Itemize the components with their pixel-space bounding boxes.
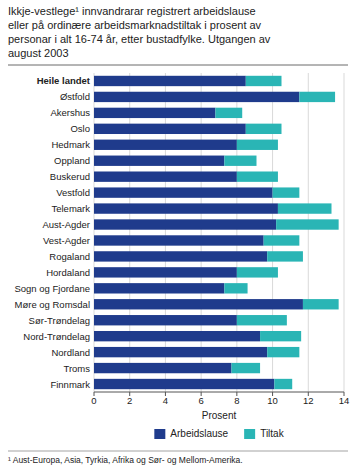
x-tick-label: 6 [198,395,203,406]
y-tick-label: Nord-Trøndelag [23,331,90,342]
x-tick-label: 0 [91,395,96,406]
legend-item: Tiltak [244,428,285,439]
bar [94,219,276,229]
legend-label: Arbeidslause [170,428,228,439]
bar [94,108,215,118]
x-axis-line [94,392,344,393]
bar [264,235,300,245]
bar [246,124,282,134]
footnote: ¹ Aust-Europa, Asia, Tyrkia, Afrika og S… [8,455,243,465]
bar [94,171,237,181]
grid-line [165,73,166,392]
bar [246,76,282,86]
bar [94,124,246,134]
grid-line [94,73,95,392]
y-tick-label: Oppland [54,155,90,166]
bar [215,108,242,118]
bar [94,363,232,373]
y-tick-label: Telemark [51,203,90,214]
bar [94,187,273,197]
bar [94,267,237,277]
bar [94,315,237,325]
bar [299,92,335,102]
bar [94,299,303,309]
bar [274,379,292,389]
x-tick-label: 4 [163,395,168,406]
y-tick-label: Oslo [70,123,90,134]
x-tick-label: 2 [127,395,132,406]
y-tick-label: Vest-Agder [43,235,90,246]
bar [224,156,256,166]
bar [273,187,300,197]
bar [232,363,261,373]
bar [94,156,224,166]
bar [94,347,267,357]
y-tick-label: Sør-Trøndelag [29,315,90,326]
bar [303,299,339,309]
y-tick-label: Vestfold [56,187,90,198]
bar [94,92,299,102]
grid-line [129,73,130,392]
y-tick-label: Østfold [60,91,90,102]
x-tick-label: 8 [234,395,239,406]
y-tick-label: Møre og Romsdal [15,299,91,310]
y-tick-label: Rogaland [49,251,90,262]
grid [94,73,344,392]
legend-label: Tiltak [260,428,285,439]
y-tick-label: Finnmark [50,379,90,390]
bar [94,140,237,150]
grid-line [201,73,202,392]
bar [278,203,332,213]
grid-line [308,73,309,392]
bar [267,251,303,261]
x-tick-label: 14 [339,395,350,406]
x-axis-label: Prosent [202,410,237,421]
x-tick-label: 12 [303,395,314,406]
bar [94,251,267,261]
bar [237,140,278,150]
bars [94,76,339,389]
footnote-separator [8,451,348,452]
y-tick-label: Hordaland [46,267,90,278]
bar [276,219,339,229]
bar [94,283,224,293]
legend: Arbeidslause Tiltak [154,428,284,439]
grid-line [236,73,237,392]
bar [224,283,247,293]
y-tick-label: Akershus [50,107,90,118]
y-tick-label: Hedmark [51,139,90,150]
y-tick-label: Buskerud [50,171,90,182]
bar [237,315,287,325]
x-ticks: 0 2 4 6 8 10 12 14 [91,392,349,406]
y-tick-label: Nordland [51,347,90,358]
chart: Ikkje-vestlege¹ innvandrarar registrert … [0,0,356,471]
bar [267,347,299,357]
bar [94,379,274,389]
y-tick-label: Aust-Agder [42,219,90,230]
y-ticks: Heile landet Østfold Akershus Oslo Hedmark Op… [14,75,90,389]
bar [94,235,264,245]
title: Ikkje-vestlege¹ innvandrarar registrert … [8,5,271,59]
bar [237,267,278,277]
y-tick-label: Heile landet [37,75,91,86]
legend-swatch [244,429,255,439]
legend-item: Arbeidslause [154,428,228,439]
bar [94,331,260,341]
grid-line [272,73,273,392]
bar [94,203,278,213]
y-tick-label: Troms [63,363,90,374]
x-tick-label: 10 [267,395,278,406]
bar [94,76,246,86]
title-separator [8,65,348,66]
bar [260,331,301,341]
bar [237,171,278,181]
grid-line [344,73,345,392]
y-tick-label: Sogn og Fjordane [14,283,90,294]
legend-swatch [154,429,165,439]
